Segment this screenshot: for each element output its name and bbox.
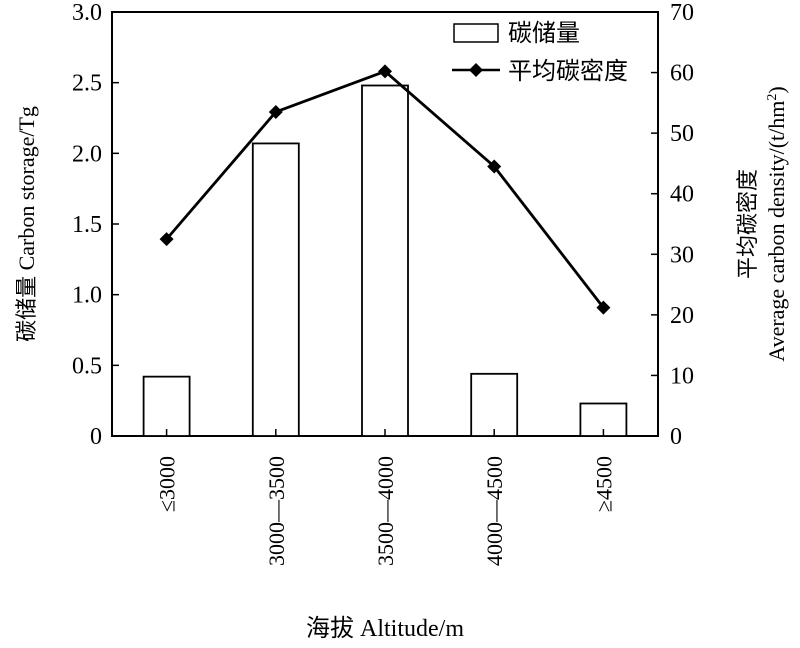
axes-layer: 0 0.5 1.0 1.5 2.0 2.5 3.0 0 10 20 30 40 50 60 70 ≤3000 3… bbox=[72, 0, 694, 566]
bars-layer bbox=[142, 84, 628, 437]
y-left-tick-label-0: 0 bbox=[90, 424, 102, 450]
y-right-tick-label-7: 70 bbox=[670, 0, 694, 26]
bar-0 bbox=[142, 375, 191, 437]
y-right-tick-label-0: 0 bbox=[670, 424, 682, 450]
x-tick-label-2: 3500—4000 bbox=[373, 456, 398, 566]
density-point-2 bbox=[378, 64, 392, 79]
y-left-tick-label-2: 1.0 bbox=[72, 283, 102, 309]
y-axis-right-title-cn: 平均碳密度 bbox=[735, 169, 760, 279]
y-axis-right-title-en-sup: 2 bbox=[765, 94, 780, 101]
y-left-tick-label-4: 2.0 bbox=[72, 141, 102, 167]
legend-line-label: 平均碳密度 bbox=[508, 58, 628, 85]
x-tick-label-0: ≤3000 bbox=[155, 456, 180, 512]
legend-bar-swatch bbox=[453, 23, 499, 43]
y-right-tick-label-5: 50 bbox=[670, 121, 694, 147]
x-tick-label-1: 3000—3500 bbox=[264, 456, 289, 566]
y-axis-right-title-en-end: ) bbox=[764, 86, 789, 93]
y-right-tick-label-1: 10 bbox=[670, 363, 694, 389]
y-left-tick-label-5: 2.5 bbox=[72, 71, 102, 97]
density-point-1 bbox=[268, 104, 283, 119]
density-point-0 bbox=[159, 232, 174, 247]
y-axis-left-title: 碳储量 Carbon storage/Tg bbox=[14, 106, 39, 342]
density-point-3 bbox=[487, 159, 502, 174]
bar-2 bbox=[361, 84, 409, 437]
y-right-tick-label-4: 40 bbox=[670, 182, 694, 208]
legend-line-marker bbox=[469, 63, 483, 77]
y-left-tick-label-6: 3.0 bbox=[72, 0, 102, 26]
legend: 碳储量 平均碳密度 bbox=[452, 20, 628, 85]
x-axis-title: 海拔 Altitude/m bbox=[306, 615, 464, 642]
y-left-tick-label-3: 1.5 bbox=[72, 212, 102, 238]
density-point-4 bbox=[596, 300, 611, 315]
x-tick-label-3: 4000—4500 bbox=[482, 456, 507, 566]
y-axis-right-title-en-main: Average carbon density/(t/hm bbox=[764, 101, 789, 362]
bar-1 bbox=[251, 142, 300, 437]
y-right-tick-label-3: 30 bbox=[670, 242, 694, 268]
y-left-tick-label-1: 0.5 bbox=[72, 353, 102, 379]
bar-3 bbox=[470, 372, 519, 437]
legend-bar-label: 碳储量 bbox=[508, 20, 580, 47]
y-right-tick-label-6: 60 bbox=[670, 61, 694, 87]
x-tick-label-4: ≥4500 bbox=[591, 456, 616, 512]
y-right-tick-label-2: 20 bbox=[670, 303, 694, 329]
line-layer bbox=[159, 64, 611, 315]
y-axis-right-title-en: Average carbon density/(t/hm2) bbox=[764, 86, 789, 361]
